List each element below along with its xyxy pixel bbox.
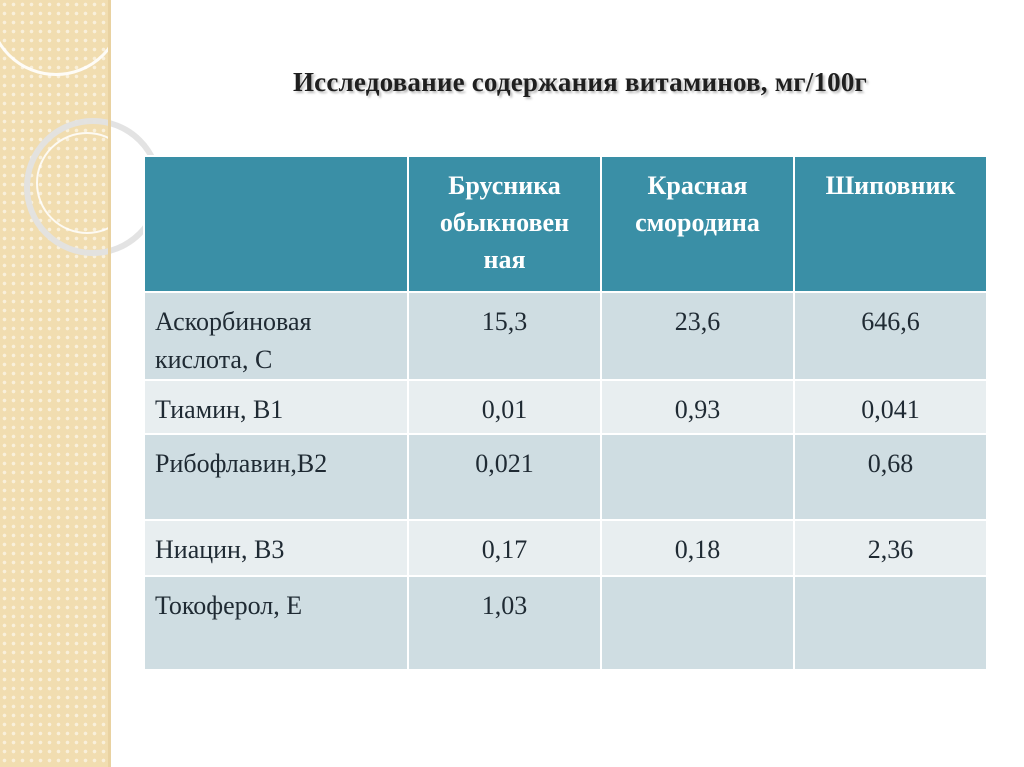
header-line: смородина (635, 208, 760, 237)
header-red-currant: Красная смородина (600, 155, 795, 293)
table-cell (600, 575, 795, 671)
decorative-ring (36, 132, 138, 234)
table-cell: 0,021 (407, 433, 602, 521)
sidebar-edge (108, 0, 111, 767)
table-cell (793, 575, 988, 671)
header-line: обыкновен (439, 208, 570, 237)
row-label-line: Ниацин, В3 (155, 535, 285, 564)
slide-title: Исследование содержания витаминов, мг/10… (292, 67, 868, 97)
header-corner-cell (143, 155, 409, 293)
header-lingonberry: Брусника обыкновен ная (407, 155, 602, 293)
row-label: Тиамин, В1 (143, 379, 409, 435)
header-line: Шиповник (825, 171, 956, 200)
row-label-line: Рибофлавин,В2 (155, 449, 328, 478)
table-cell: 0,01 (407, 379, 602, 435)
row-label-line: Тиамин, В1 (155, 395, 284, 424)
header-line: Красная (647, 171, 748, 200)
table-header-row: Брусника обыкновен ная Красная смородина… (143, 155, 988, 293)
header-line: Брусника (448, 171, 561, 200)
table-cell: 0,041 (793, 379, 988, 435)
table-cell: 646,6 (793, 291, 988, 381)
table-row: Рибофлавин,В2 0,021 0,68 (143, 433, 988, 521)
table-cell: 23,6 (600, 291, 795, 381)
decorative-ring (0, 0, 124, 76)
row-label: Рибофлавин,В2 (143, 433, 409, 521)
decorative-sidebar (0, 0, 162, 767)
row-label: Ниацин, В3 (143, 519, 409, 577)
table-cell: 0,17 (407, 519, 602, 577)
table-cell: 0,68 (793, 433, 988, 521)
row-label: Аскорбиновая кислота, С (143, 291, 409, 381)
header-line: ная (483, 245, 526, 274)
row-label-line: Токоферол, Е (155, 591, 303, 620)
table-row: Токоферол, Е 1,03 (143, 575, 988, 671)
table-cell: 1,03 (407, 575, 602, 671)
row-label: Токоферол, Е (143, 575, 409, 671)
table-row: Тиамин, В1 0,01 0,93 0,041 (143, 379, 988, 435)
row-label-line: кислота, С (155, 345, 273, 374)
row-label-line: Аскорбиновая (155, 307, 312, 336)
table-cell (600, 433, 795, 521)
vitamin-table: Брусника обыкновен ная Красная смородина… (143, 155, 988, 671)
table-row: Ниацин, В3 0,17 0,18 2,36 (143, 519, 988, 577)
header-rosehip: Шиповник (793, 155, 988, 293)
table-row: Аскорбиновая кислота, С 15,3 23,6 646,6 (143, 291, 988, 381)
table-cell: 2,36 (793, 519, 988, 577)
table-cell: 0,93 (600, 379, 795, 435)
table-cell: 15,3 (407, 291, 602, 381)
table-cell: 0,18 (600, 519, 795, 577)
